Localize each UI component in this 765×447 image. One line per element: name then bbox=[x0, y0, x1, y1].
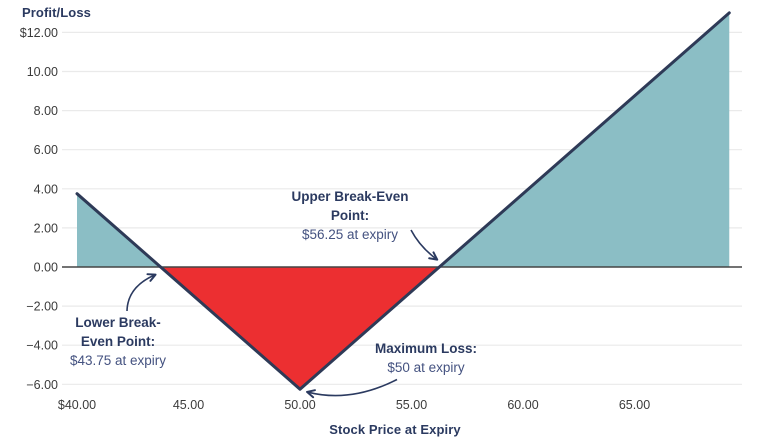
x-tick-label-65: 65.00 bbox=[619, 398, 650, 412]
y-tick-label--4: −4.00 bbox=[26, 339, 58, 353]
y-tick-label-10: 10.00 bbox=[27, 65, 58, 79]
annotation-upper-break-even: Upper Break-Even Point: $56.25 at expiry bbox=[275, 188, 425, 245]
annotation-upper-break-even-title: Upper Break-Even Point: bbox=[275, 188, 425, 226]
arrow-to-maximum-loss bbox=[306, 378, 398, 399]
annotation-line: Lower Break- bbox=[75, 315, 161, 330]
arrow-to-lower-break-even bbox=[126, 273, 157, 312]
annotation-maximum-loss-value: $50 at expiry bbox=[387, 359, 465, 375]
y-tick-label-0: 0.00 bbox=[34, 261, 58, 275]
annotation-maximum-loss-title: Maximum Loss: bbox=[356, 340, 496, 359]
y-axis-title: Profit/Loss bbox=[22, 5, 91, 20]
annotation-lower-break-even-title: Lower Break- Even Point: bbox=[58, 314, 178, 352]
annotation-lower-break-even-value: $43.75 at expiry bbox=[69, 352, 167, 368]
profit-loss-at-expiry-line bbox=[75, 11, 731, 391]
x-axis-title: Stock Price at Expiry bbox=[329, 422, 461, 437]
loss-region bbox=[160, 267, 440, 390]
y-tick-label-4: 4.00 bbox=[34, 182, 58, 196]
x-tick-label-40: $40.00 bbox=[58, 398, 96, 412]
y-tick-label--6: −6.00 bbox=[26, 378, 58, 392]
y-tick-label--2: −2.00 bbox=[26, 300, 58, 314]
annotation-upper-break-even-value: $56.25 at expiry bbox=[301, 226, 399, 242]
annotation-lower-break-even: Lower Break- Even Point: $43.75 at expir… bbox=[58, 314, 178, 371]
annotation-line: Upper Break-Even bbox=[291, 189, 409, 204]
annotation-maximum-loss: Maximum Loss: $50 at expiry bbox=[356, 340, 496, 378]
arrow-to-upper-break-even bbox=[410, 229, 439, 261]
x-tick-label-45: 45.00 bbox=[173, 398, 204, 412]
y-tick-label-12: $12.00 bbox=[20, 26, 58, 40]
annotation-line: Even Point: bbox=[80, 333, 156, 349]
annotation-line: Maximum Loss: bbox=[374, 341, 478, 356]
y-tick-label-8: 8.00 bbox=[34, 104, 58, 118]
annotation-line: Point: bbox=[330, 207, 370, 223]
x-tick-label-50: 50.00 bbox=[284, 398, 315, 412]
x-tick-label-55: 55.00 bbox=[396, 398, 427, 412]
x-tick-label-60: 60.00 bbox=[507, 398, 538, 412]
y-tick-label-6: 6.00 bbox=[34, 143, 58, 157]
y-tick-label-2: 2.00 bbox=[34, 221, 58, 235]
